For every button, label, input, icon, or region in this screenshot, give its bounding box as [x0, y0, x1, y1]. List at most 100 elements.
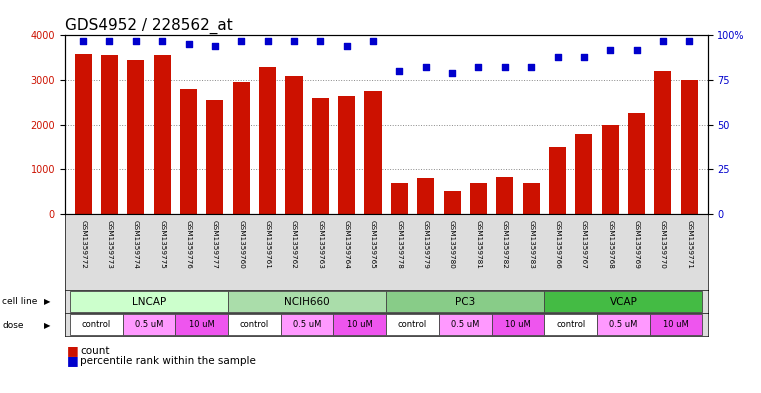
- Text: GSM1359769: GSM1359769: [634, 220, 639, 269]
- Bar: [70, 291, 228, 312]
- Bar: [597, 314, 650, 335]
- Point: [314, 38, 326, 44]
- Bar: [544, 291, 702, 312]
- Bar: [523, 184, 540, 214]
- Bar: [654, 71, 671, 214]
- Text: GSM1359780: GSM1359780: [449, 220, 455, 269]
- Text: control: control: [398, 320, 427, 329]
- Text: GSM1359783: GSM1359783: [528, 220, 534, 269]
- Text: GSM1359772: GSM1359772: [80, 220, 86, 269]
- Bar: [233, 82, 250, 214]
- Bar: [285, 76, 303, 214]
- Bar: [333, 314, 387, 335]
- Text: GDS4952 / 228562_at: GDS4952 / 228562_at: [65, 18, 232, 34]
- Text: percentile rank within the sample: percentile rank within the sample: [80, 356, 256, 366]
- Bar: [70, 314, 123, 335]
- Bar: [492, 314, 544, 335]
- Bar: [338, 95, 355, 214]
- Point: [604, 46, 616, 53]
- Bar: [444, 191, 460, 214]
- Bar: [312, 98, 329, 214]
- Text: 0.5 uM: 0.5 uM: [293, 320, 321, 329]
- Text: ▶: ▶: [44, 298, 51, 306]
- Point: [209, 43, 221, 49]
- Text: count: count: [80, 345, 110, 356]
- Point: [103, 38, 116, 44]
- Point: [156, 38, 168, 44]
- Text: 10 uM: 10 uM: [347, 320, 373, 329]
- Text: GSM1359774: GSM1359774: [133, 220, 139, 269]
- Bar: [387, 314, 439, 335]
- Text: GSM1359773: GSM1359773: [107, 220, 113, 269]
- Text: GSM1359763: GSM1359763: [317, 220, 323, 269]
- Text: GSM1359775: GSM1359775: [159, 220, 165, 269]
- Bar: [628, 114, 645, 214]
- Text: ▶: ▶: [44, 321, 51, 330]
- Bar: [175, 314, 228, 335]
- Point: [341, 43, 353, 49]
- Text: GSM1359761: GSM1359761: [265, 220, 271, 269]
- Text: 0.5 uM: 0.5 uM: [135, 320, 163, 329]
- Point: [552, 53, 564, 60]
- Bar: [281, 314, 333, 335]
- Point: [525, 64, 537, 71]
- Point: [262, 38, 274, 44]
- Text: VCAP: VCAP: [610, 297, 637, 307]
- Point: [77, 38, 89, 44]
- Point: [393, 68, 406, 74]
- Text: ■: ■: [67, 344, 78, 357]
- Bar: [75, 54, 91, 214]
- Bar: [549, 147, 566, 214]
- Text: GSM1359782: GSM1359782: [501, 220, 508, 269]
- Bar: [101, 55, 118, 214]
- Text: control: control: [556, 320, 585, 329]
- Bar: [365, 91, 381, 214]
- Bar: [439, 314, 492, 335]
- Bar: [575, 134, 592, 214]
- Point: [657, 38, 669, 44]
- Point: [419, 64, 431, 71]
- Bar: [228, 314, 281, 335]
- Bar: [650, 314, 702, 335]
- Point: [367, 38, 379, 44]
- Point: [498, 64, 511, 71]
- Text: GSM1359762: GSM1359762: [291, 220, 297, 269]
- Text: 0.5 uM: 0.5 uM: [610, 320, 638, 329]
- Text: GSM1359770: GSM1359770: [660, 220, 666, 269]
- Text: GSM1359778: GSM1359778: [396, 220, 403, 269]
- Text: GSM1359760: GSM1359760: [238, 220, 244, 269]
- Text: cell line: cell line: [2, 298, 37, 306]
- Point: [235, 38, 247, 44]
- Text: GSM1359765: GSM1359765: [370, 220, 376, 269]
- Bar: [206, 100, 224, 214]
- Bar: [417, 178, 435, 214]
- Text: GSM1359777: GSM1359777: [212, 220, 218, 269]
- Text: dose: dose: [2, 321, 24, 330]
- Text: PC3: PC3: [455, 297, 476, 307]
- Bar: [602, 125, 619, 214]
- Bar: [681, 79, 698, 214]
- Point: [683, 38, 696, 44]
- Point: [473, 64, 485, 71]
- Text: 10 uM: 10 uM: [189, 320, 215, 329]
- Text: GSM1359776: GSM1359776: [186, 220, 192, 269]
- Bar: [123, 314, 175, 335]
- Text: GSM1359768: GSM1359768: [607, 220, 613, 269]
- Text: LNCAP: LNCAP: [132, 297, 166, 307]
- Bar: [259, 66, 276, 214]
- Text: control: control: [240, 320, 269, 329]
- Bar: [127, 60, 145, 214]
- Bar: [470, 184, 487, 214]
- Bar: [496, 177, 514, 214]
- Text: GSM1359764: GSM1359764: [344, 220, 349, 269]
- Text: GSM1359767: GSM1359767: [581, 220, 587, 269]
- Bar: [228, 291, 387, 312]
- Text: GSM1359766: GSM1359766: [555, 220, 561, 269]
- Text: GSM1359771: GSM1359771: [686, 220, 693, 269]
- Text: NCIH660: NCIH660: [285, 297, 330, 307]
- Point: [446, 70, 458, 76]
- Bar: [387, 291, 544, 312]
- Text: control: control: [81, 320, 111, 329]
- Text: GSM1359779: GSM1359779: [423, 220, 428, 269]
- Point: [130, 38, 142, 44]
